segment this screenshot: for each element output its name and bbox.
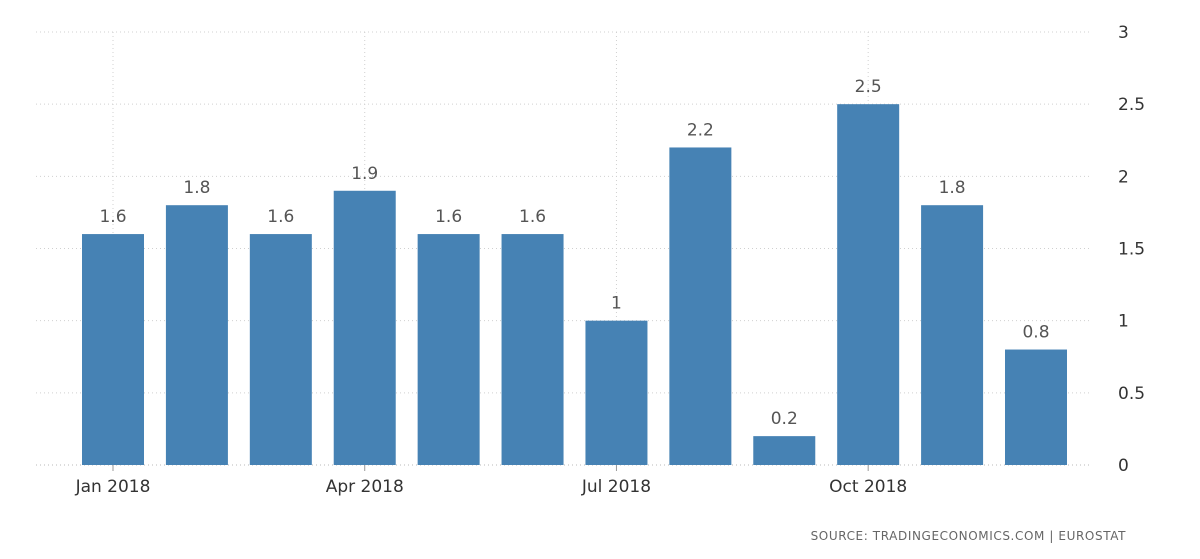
y-tick-label: 0.5 bbox=[1118, 384, 1145, 404]
bar bbox=[165, 205, 228, 465]
bar bbox=[501, 234, 564, 465]
bar-value-label: 2.5 bbox=[855, 77, 882, 97]
bar-value-label: 1.8 bbox=[183, 178, 210, 198]
bar bbox=[669, 147, 732, 465]
bar-value-label: 2.2 bbox=[687, 120, 714, 140]
y-tick-label: 2.5 bbox=[1118, 95, 1145, 115]
bar-value-label: 0.2 bbox=[771, 409, 798, 429]
bar bbox=[585, 320, 648, 465]
data-labels: 1.6 1.8 1.6 1.9 1.6 1.6 1 2.2 0.2 2.5 1.8 0.8 bbox=[99, 77, 1049, 429]
x-tick-label: Jul 2018 bbox=[581, 477, 651, 497]
bar-value-label: 1.6 bbox=[267, 207, 294, 227]
bar bbox=[837, 104, 900, 466]
x-tick-label: Apr 2018 bbox=[326, 477, 404, 497]
y-axis: 0 0.5 1 1.5 2 2.5 3 bbox=[1118, 23, 1145, 476]
source-label: SOURCE: TRADINGECONOMICS.COM | EUROSTAT bbox=[811, 529, 1126, 543]
bar-value-label: 0.8 bbox=[1022, 323, 1049, 343]
bar bbox=[417, 234, 480, 465]
y-tick-label: 1 bbox=[1118, 312, 1129, 332]
y-tick-label: 2 bbox=[1118, 167, 1129, 187]
x-axis: Jan 2018 Apr 2018 Jul 2018 Oct 2018 bbox=[75, 465, 907, 497]
bar bbox=[82, 234, 144, 465]
bar-value-label: 1.9 bbox=[351, 164, 378, 184]
y-tick-label: 1.5 bbox=[1118, 240, 1145, 260]
x-tick-label: Jan 2018 bbox=[75, 477, 151, 497]
bar bbox=[921, 205, 984, 465]
x-tick-label: Oct 2018 bbox=[829, 477, 907, 497]
bar bbox=[753, 436, 816, 465]
bar-value-label: 1.6 bbox=[519, 207, 546, 227]
bar bbox=[333, 190, 396, 465]
y-tick-label: 3 bbox=[1118, 23, 1129, 43]
bar bbox=[249, 234, 312, 465]
bar-value-label: 1.6 bbox=[99, 207, 126, 227]
bar-value-label: 1 bbox=[611, 294, 622, 314]
bar bbox=[1005, 349, 1067, 465]
y-tick-label: 0 bbox=[1118, 456, 1129, 476]
bars bbox=[82, 104, 1067, 466]
bar-value-label: 1.8 bbox=[939, 178, 966, 198]
bar-value-label: 1.6 bbox=[435, 207, 462, 227]
